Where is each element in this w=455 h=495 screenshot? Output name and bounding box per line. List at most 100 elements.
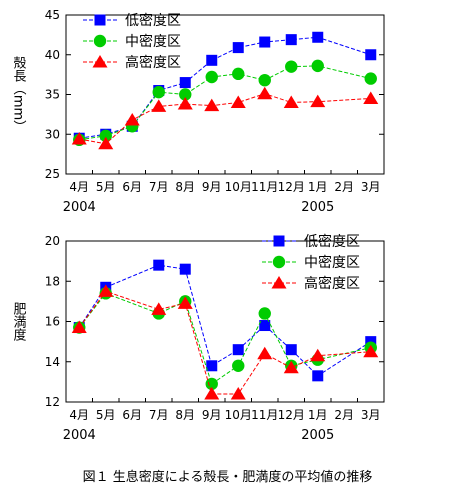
x-tick-label: 10月 — [225, 180, 252, 194]
x-tick-label: 9月 — [202, 180, 222, 194]
data-point-mid — [258, 73, 271, 87]
data-point-high — [151, 302, 167, 315]
legend-label-high: 高密度区 — [304, 275, 360, 292]
data-point-low — [285, 34, 297, 46]
y-tick-label: 40 — [45, 48, 60, 62]
x-tick-label: 12月 — [278, 180, 305, 194]
series-line-low — [78, 264, 372, 377]
data-point-low — [206, 360, 218, 372]
data-point-low — [232, 42, 244, 54]
x-tick-label: 9月 — [202, 408, 222, 422]
legend-label-low: 低密度区 — [304, 233, 360, 250]
plot-frame — [65, 14, 385, 175]
x-tick-label: 1月 — [308, 408, 328, 422]
legend-marker-low — [94, 14, 106, 26]
legend-marker-high — [271, 276, 287, 289]
y-tick-label: 35 — [45, 88, 60, 102]
data-point-high — [257, 346, 273, 360]
x-tick-label: 6月 — [122, 180, 142, 194]
x-tick-label: 11月 — [251, 180, 278, 194]
data-point-mid — [311, 59, 324, 73]
x-tick-label: 5月 — [96, 408, 116, 422]
x-tick-label: 8月 — [175, 180, 195, 194]
data-point-high — [98, 136, 114, 150]
series-line-low — [79, 36, 371, 139]
data-point-mid — [205, 70, 218, 84]
data-point-high — [363, 91, 379, 104]
x-tick-label: 4月 — [69, 408, 89, 422]
data-point-high — [310, 94, 326, 108]
year-label: 2004 — [63, 200, 96, 215]
data-point-high — [151, 99, 167, 112]
series-line-high — [78, 290, 371, 395]
data-point-mid — [232, 67, 245, 81]
x-tick-label: 7月 — [149, 408, 169, 422]
x-tick-label: 3月 — [361, 180, 381, 194]
y-tick-label: 18 — [45, 274, 60, 288]
legend-label-mid: 中密度区 — [304, 254, 360, 271]
data-point-low — [153, 259, 165, 271]
data-point-high — [124, 112, 140, 126]
data-point-high — [310, 348, 326, 362]
data-point-high — [283, 360, 299, 374]
data-point-low — [259, 36, 271, 48]
x-tick-label: 8月 — [175, 408, 195, 422]
legend-label-high: 高密度区 — [125, 54, 181, 71]
data-point-high — [257, 86, 273, 100]
x-tick-label: 3月 — [361, 408, 381, 422]
series-line-high — [79, 93, 371, 145]
data-point-high — [177, 97, 193, 110]
y-axis-label: 肥満度 — [11, 302, 27, 341]
data-point-mid — [99, 129, 112, 143]
x-tick-label: 4月 — [69, 180, 89, 194]
legend-label-mid: 中密度区 — [125, 33, 181, 50]
legend-marker-mid — [93, 34, 107, 48]
y-tick-label: 14 — [45, 355, 60, 369]
data-point-low — [285, 344, 297, 356]
legend-marker-mid — [272, 255, 286, 269]
series-line-mid — [78, 292, 371, 385]
x-tick-label: 2月 — [334, 180, 354, 194]
data-point-high — [363, 344, 379, 358]
x-tick-label: 11月 — [251, 408, 278, 422]
data-point-mid — [179, 88, 192, 101]
data-point-high — [230, 95, 246, 108]
year-label: 2005 — [301, 428, 334, 443]
data-point-mid — [232, 359, 245, 372]
year-label: 2004 — [63, 428, 96, 443]
figure-caption: 図１ 生息密度による殻長・肥満度の平均値の推移 — [82, 470, 373, 485]
chart-panel-2: 12 14 16 18 20 4月 5月 6月 7月 8月 9月 10月 11月 12月 1月 2月 3月 200… — [11, 233, 385, 443]
legend-marker-high — [92, 55, 108, 68]
data-point-high — [230, 386, 246, 400]
legend-marker-low — [273, 235, 285, 247]
data-point-mid — [285, 60, 298, 73]
x-tick-label: 2月 — [334, 408, 354, 422]
y-tick-label: 30 — [45, 127, 60, 141]
data-point-high — [71, 132, 87, 145]
data-point-low — [232, 344, 244, 356]
y-tick-label: 45 — [45, 8, 60, 22]
x-tick-label: 12月 — [278, 408, 305, 422]
y-tick-label: 20 — [45, 234, 60, 248]
data-point-mid — [205, 377, 218, 391]
data-point-low — [179, 77, 191, 89]
data-point-high — [204, 98, 220, 112]
data-point-high — [71, 320, 87, 334]
data-point-high — [283, 95, 299, 108]
x-tick-label: 5月 — [96, 180, 116, 194]
data-point-mid — [152, 85, 165, 99]
x-tick-label: 6月 — [122, 408, 142, 422]
x-tick-label: 10月 — [225, 408, 252, 422]
y-tick-label: 25 — [45, 167, 60, 181]
data-point-mid — [364, 72, 377, 85]
x-tick-label: 1月 — [308, 180, 328, 194]
legend-label-low: 低密度区 — [125, 12, 181, 29]
y-tick-label: 16 — [45, 315, 60, 329]
data-point-low — [312, 370, 324, 382]
x-tick-label: 7月 — [149, 180, 169, 194]
data-point-high — [177, 296, 193, 309]
y-tick-label: 12 — [45, 395, 60, 409]
data-point-low — [312, 31, 324, 43]
chart-panel-1: 25 30 35 40 45 4月 5月 6月 7月 8月 9月 10月 11月 12月 1月 2月 3月 200… — [11, 8, 385, 215]
